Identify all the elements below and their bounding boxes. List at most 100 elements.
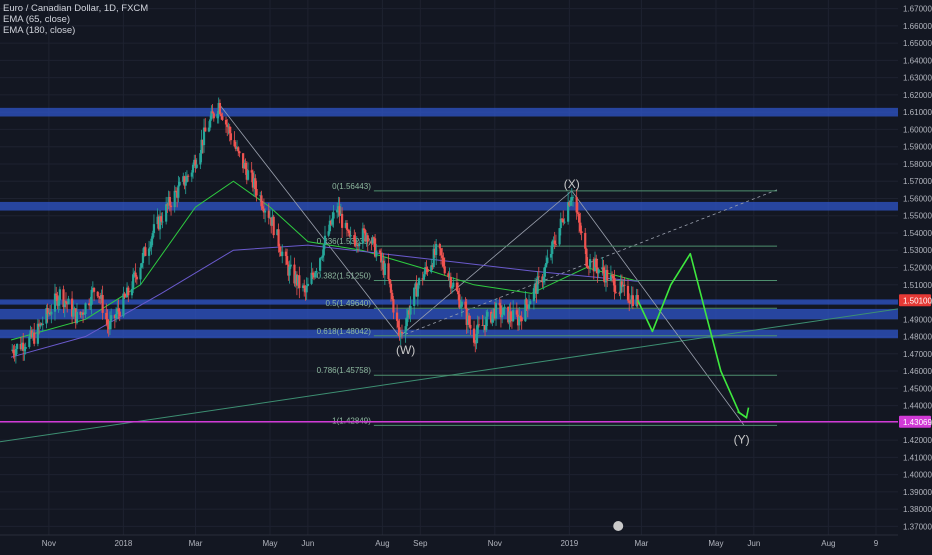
candle-body — [408, 310, 411, 315]
candle-body — [614, 291, 617, 293]
candle-body — [64, 301, 68, 303]
candle-body — [268, 217, 272, 219]
candle-body — [546, 257, 549, 263]
candle-body — [392, 299, 395, 313]
candle-body — [47, 312, 50, 315]
candle-body — [328, 220, 331, 232]
ema65-legend-item[interactable]: EMA (65, close) — [3, 14, 71, 25]
candle-body — [424, 267, 427, 275]
candle-body — [11, 349, 14, 351]
candle-body — [156, 216, 159, 225]
candle-body — [53, 293, 57, 312]
candle-body — [362, 228, 366, 231]
candle-body — [99, 296, 102, 299]
candle-body — [143, 247, 146, 253]
price-tick-label: 1.40000 — [903, 471, 932, 480]
candle-body — [397, 320, 400, 328]
candle-body — [536, 276, 539, 294]
wave-label: (X) — [564, 177, 580, 191]
candle-body — [602, 267, 605, 274]
candle-body — [276, 229, 279, 236]
candle-body — [28, 336, 31, 347]
price-tick-label: 1.67000 — [903, 5, 932, 14]
candle-body — [24, 346, 27, 349]
price-tag — [899, 294, 931, 307]
candle-body — [185, 175, 189, 183]
candle-body — [457, 290, 460, 295]
candle-body — [441, 255, 444, 258]
time-tick-label: May — [708, 539, 723, 548]
candle-body — [194, 159, 197, 168]
candle-body — [349, 235, 352, 237]
supply-demand-zone — [0, 107, 898, 117]
candle-body — [494, 302, 498, 319]
wave-label: (W) — [396, 343, 415, 357]
candle-body — [70, 298, 74, 317]
candle-body — [184, 182, 187, 186]
candle-body — [425, 267, 428, 269]
supply-demand-zone — [0, 201, 898, 211]
candle-body — [468, 315, 471, 325]
price-tick-label: 1.41000 — [903, 453, 932, 462]
price-tick-label: 1.58000 — [903, 160, 932, 169]
candle-body — [58, 289, 61, 301]
candle-body — [512, 310, 515, 322]
fib-level-label: 0.236(1.53235) — [317, 237, 372, 246]
candle-body — [97, 296, 101, 298]
candle-body — [395, 312, 399, 321]
candle-body — [293, 264, 296, 284]
candle-body — [460, 301, 463, 307]
price-tick-label: 1.57000 — [903, 177, 932, 186]
candle-body — [589, 259, 592, 268]
candle-body — [606, 269, 609, 281]
candle-body — [30, 330, 33, 338]
candle-body — [485, 316, 488, 331]
price-tick-label: 1.60000 — [903, 125, 932, 134]
candle-body — [364, 230, 367, 241]
candle-body — [371, 237, 374, 244]
candle-body — [279, 251, 283, 257]
candle-body — [33, 332, 36, 344]
candle-body — [560, 218, 564, 220]
candle-body — [595, 258, 598, 268]
swing-line — [218, 103, 400, 337]
ema180-legend-item[interactable]: EMA (180, close) — [3, 25, 76, 36]
candle-body — [314, 272, 317, 278]
candle-body — [319, 258, 322, 271]
candle-body — [433, 248, 437, 255]
candle-body — [554, 243, 558, 245]
supply-demand-zone — [0, 308, 898, 320]
price-tick-label: 1.52000 — [903, 264, 932, 273]
candle-body — [366, 235, 369, 242]
candle-body — [267, 210, 270, 218]
candle-body — [486, 311, 489, 317]
candle-body — [253, 178, 256, 188]
candle-body — [277, 229, 280, 247]
candle-body — [305, 285, 308, 293]
candle-body — [409, 305, 412, 315]
symbol-title[interactable]: Euro / Canadian Dollar, 1D, FXCM — [3, 3, 149, 14]
candle-body — [459, 306, 462, 308]
candle-body — [254, 178, 257, 190]
candle-body — [243, 162, 246, 169]
candle-body — [211, 111, 214, 114]
price-tag-label: 1.50100 — [903, 296, 932, 305]
candle-body — [260, 195, 263, 207]
candle-body — [67, 298, 70, 305]
candle-body — [339, 213, 342, 216]
time-tick-label: 9 — [874, 539, 879, 548]
candle-body — [545, 262, 548, 267]
candle-body — [443, 266, 446, 274]
candle-body — [524, 299, 527, 322]
candle-body — [430, 265, 433, 273]
candle-body — [593, 258, 597, 272]
candle-body — [611, 275, 614, 276]
candle-body — [569, 200, 572, 206]
candle-body — [259, 195, 262, 197]
candle-body — [272, 216, 275, 236]
candle-body — [66, 302, 69, 305]
candle-body — [161, 221, 164, 223]
candle-body — [216, 113, 219, 119]
price-tag-label: 1.43069 — [903, 418, 932, 427]
